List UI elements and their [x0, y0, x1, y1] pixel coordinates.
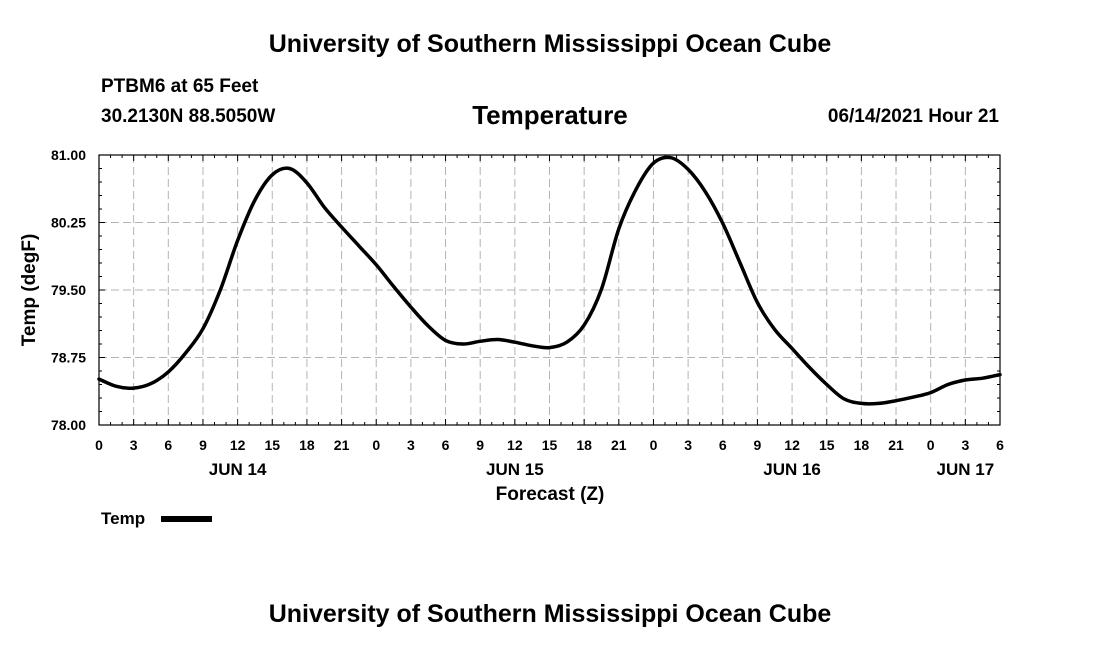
- top-title: University of Southern Mississippi Ocean…: [268, 30, 832, 58]
- y-tick-label: 78.00: [51, 417, 86, 433]
- x-tick-label: 21: [334, 437, 350, 453]
- x-tick-label: 6: [719, 437, 727, 453]
- x-tick-label: 12: [784, 437, 800, 453]
- plot-frame: [98, 154, 1001, 426]
- x-tick-label: 15: [819, 437, 835, 453]
- bottom-title: University of Southern Mississippi Ocean…: [268, 600, 832, 628]
- x-tick-label: 15: [542, 437, 558, 453]
- x-tick-label: 0: [927, 437, 935, 453]
- x-axis-label: Forecast (Z): [496, 484, 605, 505]
- y-tick-label: 78.75: [51, 350, 86, 366]
- x-tick-label: 9: [754, 437, 762, 453]
- x-tick-label: 6: [442, 437, 450, 453]
- x-tick-label: 9: [476, 437, 484, 453]
- x-tick-label: 3: [130, 437, 138, 453]
- day-label: JUN 14: [209, 460, 267, 479]
- chart-title-text: Temperature: [472, 100, 628, 130]
- y-tick-label: 79.50: [51, 282, 86, 298]
- station-coordinates: 30.2130N 88.5050W: [101, 106, 276, 127]
- x-tick-label: 0: [95, 437, 103, 453]
- legend-line-swatch: [161, 516, 212, 522]
- y-tick-label: 81.00: [51, 147, 86, 163]
- day-label: JUN 17: [937, 460, 995, 479]
- x-tick-label: 12: [507, 437, 523, 453]
- x-tick-label: 15: [264, 437, 280, 453]
- y-axis-label: Temp (degF): [19, 234, 40, 347]
- x-tick-label: 0: [372, 437, 380, 453]
- station-label: PTBM6 at 65 Feet: [101, 76, 259, 97]
- x-tick-label: 18: [576, 437, 592, 453]
- x-tick-label: 21: [611, 437, 627, 453]
- y-tick-label: 80.25: [51, 215, 86, 231]
- day-label: JUN 16: [763, 460, 821, 479]
- x-tick-label: 0: [650, 437, 658, 453]
- x-tick-label: 18: [854, 437, 870, 453]
- day-label: JUN 15: [486, 460, 544, 479]
- legend-label: Temp: [101, 509, 146, 528]
- x-tick-label: 12: [230, 437, 246, 453]
- x-tick-label: 3: [961, 437, 969, 453]
- forecast-date: 06/14/2021 Hour 21: [827, 106, 999, 127]
- x-tick-label: 9: [199, 437, 207, 453]
- temp-series-line: [97, 155, 1002, 406]
- x-tick-label: 21: [888, 437, 904, 453]
- x-tick-label: 6: [164, 437, 172, 453]
- x-tick-label: 3: [407, 437, 415, 453]
- x-tick-label: 3: [684, 437, 692, 453]
- x-tick-label: 18: [299, 437, 315, 453]
- chart-title: Temperature: [0, 100, 1100, 131]
- x-tick-label: 6: [996, 437, 1004, 453]
